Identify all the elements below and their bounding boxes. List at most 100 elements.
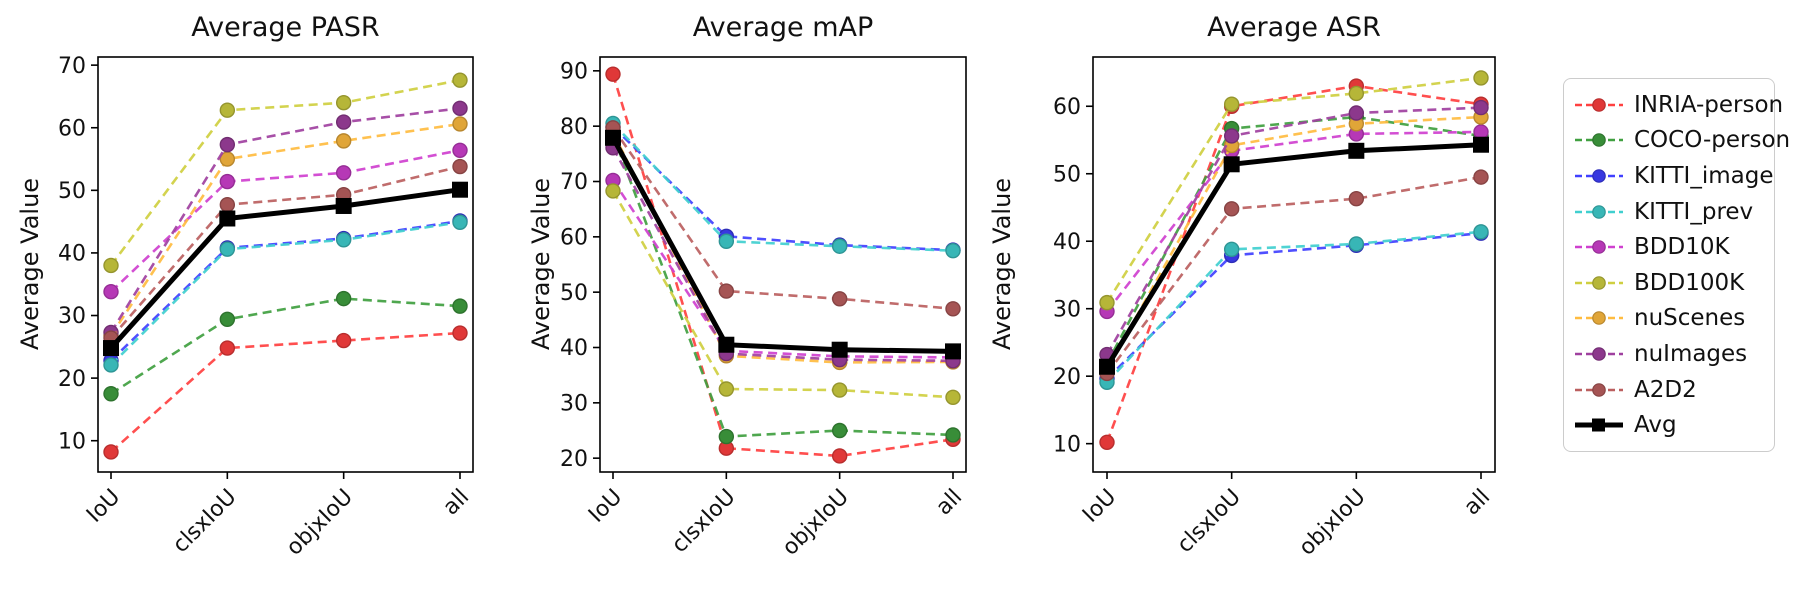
data-point — [945, 242, 961, 259]
legend-item-nuImages: nuImages — [1574, 341, 1764, 367]
legend-item-BDD100K: BDD100K — [1574, 270, 1764, 296]
data-point — [452, 325, 468, 341]
data-point — [452, 72, 468, 88]
data-point — [1473, 169, 1489, 185]
series-nuImages — [605, 140, 961, 369]
data-point — [1223, 201, 1240, 217]
series-nuImages — [1099, 99, 1489, 363]
legend-swatch-KITTI_image — [1575, 169, 1623, 183]
series-KITTI_image — [103, 213, 468, 369]
data-point — [605, 183, 621, 199]
y-tick-label: 20 — [1053, 365, 1081, 390]
data-point — [335, 114, 352, 130]
legend-item-BDD10K: BDD10K — [1574, 234, 1764, 260]
data-point — [335, 232, 352, 248]
legend-item-COCO-person: COCO-person — [1574, 127, 1790, 153]
series-COCO-person — [605, 127, 961, 445]
data-point — [945, 427, 961, 443]
data-point — [103, 357, 119, 373]
y-tick-label: 60 — [1053, 95, 1081, 120]
legend-label: A2D2 — [1634, 376, 1697, 403]
data-point — [831, 238, 848, 254]
legend-label: nuImages — [1634, 340, 1748, 367]
y-tick-label: 70 — [58, 54, 86, 79]
data-point — [219, 241, 236, 257]
data-point — [219, 136, 236, 153]
series-KITTI_prev — [103, 214, 468, 373]
data-point — [219, 197, 236, 213]
data-point — [452, 298, 468, 314]
data-point — [1348, 191, 1365, 207]
data-point — [452, 100, 468, 117]
data-point — [1223, 128, 1240, 144]
series-Avg — [605, 129, 961, 360]
series-KITTI_image — [605, 119, 961, 258]
chart-average-map: 20 30 40 50 60 70 80 90 IoU clsxIoU objxIoU all — [560, 56, 967, 561]
x-tick-label: clsxIoU — [1173, 485, 1246, 558]
x-tick-label: objxIoU — [1294, 485, 1370, 561]
series-nuImages — [103, 100, 468, 341]
series-BDD100K — [103, 72, 468, 274]
data-point — [335, 94, 352, 111]
series-INRIA-person — [103, 325, 468, 460]
y-tick-label: 40 — [560, 336, 588, 361]
series-INRIA-person — [605, 66, 961, 464]
data-point-square — [718, 336, 735, 353]
y-tick-label: 30 — [58, 304, 86, 329]
legend-swatch-KITTI_prev — [1575, 204, 1623, 219]
data-point-square — [945, 343, 961, 360]
data-point — [452, 116, 468, 132]
x-tick-label: all — [931, 485, 967, 521]
x-tick-label: IoU — [1078, 485, 1121, 528]
data-point — [1348, 105, 1365, 121]
y-tick-label: 20 — [58, 367, 86, 392]
legend-swatch-INRIA-person — [1575, 97, 1623, 112]
y-tick-label: 20 — [560, 447, 588, 472]
data-point — [103, 444, 119, 460]
legend-swatch-BDD100K — [1575, 275, 1623, 290]
x-tick-label: IoU — [82, 485, 125, 528]
data-point — [335, 290, 352, 307]
y-tick-label: 70 — [560, 170, 588, 195]
data-point-square — [831, 341, 848, 358]
data-point — [1099, 434, 1115, 451]
legend-label: BDD100K — [1634, 269, 1745, 296]
legend-swatch-COCO-person — [1575, 133, 1623, 148]
data-point-square — [1099, 358, 1115, 375]
data-point — [605, 66, 621, 82]
series-COCO-person — [103, 290, 468, 402]
data-point — [718, 233, 735, 249]
data-point — [831, 422, 848, 439]
legend-swatch-A2D2 — [1575, 382, 1623, 397]
legend-item-KITTI_prev: KITTI_prev — [1574, 199, 1764, 225]
data-point — [831, 291, 848, 307]
data-point — [1348, 85, 1365, 102]
data-point — [452, 158, 468, 175]
series-KITTI_prev — [605, 115, 961, 259]
plot-area — [599, 56, 967, 473]
series-BDD100K — [1099, 70, 1489, 311]
y-tick-label: 90 — [560, 60, 588, 85]
data-point-square — [103, 340, 119, 357]
series-BDD100K — [605, 183, 961, 405]
legend-swatch-Avg — [1575, 418, 1623, 432]
data-point — [945, 389, 961, 405]
data-point-square — [1348, 142, 1365, 159]
legend-item-A2D2: A2D2 — [1574, 377, 1764, 403]
data-point — [831, 448, 848, 464]
legend-label: INRIA-person — [1634, 91, 1784, 118]
legend-swatch-BDD10K — [1575, 240, 1623, 254]
data-point — [1348, 236, 1365, 252]
y-tick-label: 50 — [1053, 162, 1081, 187]
chart-average-pasr: 10 20 30 40 50 60 70 IoU clsxIoU objxIoU all — [58, 54, 474, 561]
data-point-square — [335, 197, 352, 214]
data-point — [945, 301, 961, 317]
legend-label: COCO-person — [1634, 127, 1791, 154]
chart-average-asr: 10 20 30 40 50 60 IoU clsxIoU objxIoU all — [1053, 56, 1496, 561]
legend-swatch-nuImages — [1575, 347, 1623, 361]
x-tick-label: clsxIoU — [168, 485, 241, 558]
x-tick-label: IoU — [584, 485, 627, 528]
data-point — [1223, 241, 1240, 258]
data-point-square — [219, 210, 236, 227]
